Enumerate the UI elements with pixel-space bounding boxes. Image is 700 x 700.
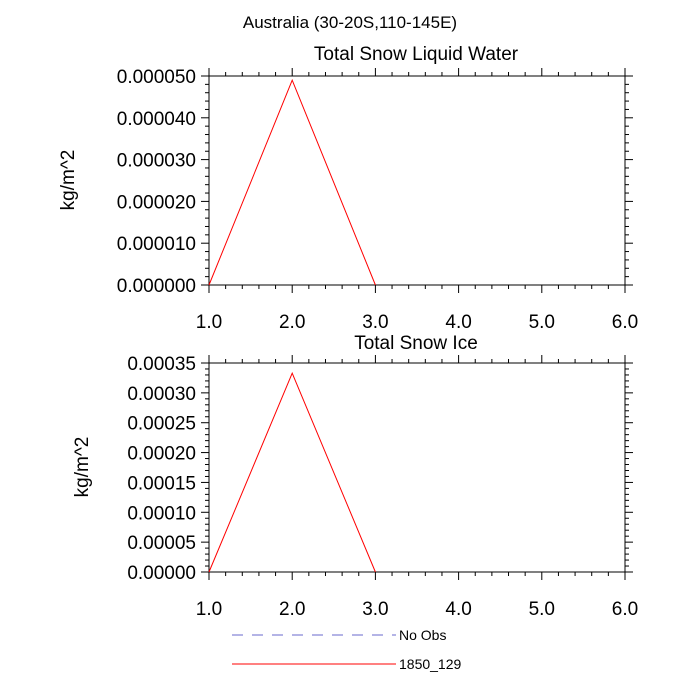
x-tick-label: 4.0 xyxy=(445,312,471,333)
y-tick-label: 0.000040 xyxy=(117,109,196,130)
plot-frame xyxy=(208,362,626,573)
y-tick-label: 0.00035 xyxy=(127,354,196,375)
plot-frame xyxy=(208,75,626,286)
figure-title: Australia (30-20S,110-145E) xyxy=(243,13,457,32)
panel-title: Total Snow Ice xyxy=(354,333,478,354)
panel-snow-liquid-water: Total Snow Liquid Water kg/m^2 1.0 2.0 3.0… xyxy=(58,44,638,333)
y-axis-label: kg/m^2 xyxy=(72,437,93,498)
x-tick-label: 2.0 xyxy=(279,312,305,333)
y-tick-label: 0.000030 xyxy=(117,151,196,172)
y-tick-label: 0.00025 xyxy=(127,414,196,435)
y-tick-label: 0.00005 xyxy=(127,533,196,554)
y-tick-label: 0.00020 xyxy=(127,444,196,465)
y-tick-label: 0.000000 xyxy=(117,276,196,297)
legend-label-no-obs: No Obs xyxy=(399,627,446,643)
x-tick-label: 1.0 xyxy=(196,312,222,333)
x-tick-label: 4.0 xyxy=(445,599,471,620)
x-tick-label: 6.0 xyxy=(612,599,638,620)
y-tick-label: 0.000020 xyxy=(117,192,196,213)
series-line-1850-129 xyxy=(208,78,376,286)
x-tick-label: 5.0 xyxy=(529,599,555,620)
x-tick-label: 3.0 xyxy=(362,599,388,620)
y-axis-label: kg/m^2 xyxy=(58,150,79,211)
x-tick-label: 5.0 xyxy=(529,312,555,333)
panel-snow-ice: Total Snow Ice kg/m^2 1.0 2.0 3.0 4.0 5.0 6.0… xyxy=(72,333,638,620)
y-tick-label: 0.00015 xyxy=(127,473,196,494)
x-tick-label: 3.0 xyxy=(362,312,388,333)
legend-label-1850-129: 1850_129 xyxy=(399,656,462,672)
x-tick-label: 6.0 xyxy=(612,312,638,333)
y-tick-label: 0.000010 xyxy=(117,234,196,255)
y-tick-label: 0.000050 xyxy=(117,67,196,88)
y-tick-label: 0.00030 xyxy=(127,384,196,405)
series-line-1850-129 xyxy=(208,371,376,573)
x-tick-label: 2.0 xyxy=(279,599,305,620)
panel-title: Total Snow Liquid Water xyxy=(314,44,519,65)
x-tick-label: 1.0 xyxy=(196,599,222,620)
y-tick-label: 0.00010 xyxy=(127,503,196,524)
legend: No Obs 1850_129 xyxy=(232,627,462,672)
y-tick-label: 0.00000 xyxy=(127,563,196,584)
